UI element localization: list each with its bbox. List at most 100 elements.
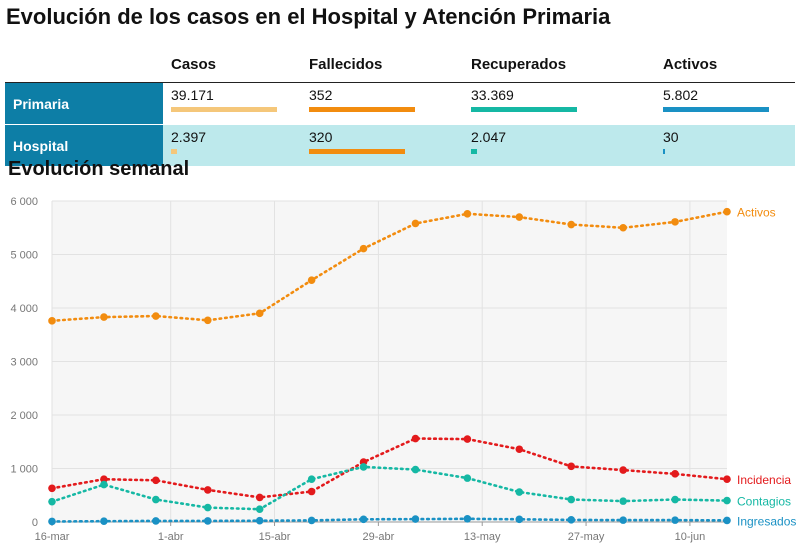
column-header-activos: Activos xyxy=(655,46,795,83)
data-point-ingresados xyxy=(723,516,731,525)
data-point-activos xyxy=(152,312,160,320)
series-line-ingresados xyxy=(50,517,729,523)
value-text: 2.047 xyxy=(471,129,507,145)
data-point-ingresados xyxy=(255,516,264,525)
series-line-incidencia xyxy=(50,437,729,499)
section-title: Evolución semanal xyxy=(8,158,190,180)
data-point-incidencia xyxy=(567,462,576,471)
data-point-incidencia xyxy=(100,475,108,484)
value-text: 33.369 xyxy=(471,87,514,103)
x-tick-label: 13-may xyxy=(464,531,501,543)
y-tick-label: 6 000 xyxy=(10,196,38,208)
summary-header-row: Casos Fallecidos Recuperados Activos xyxy=(5,46,795,83)
data-point-contagios xyxy=(359,463,368,471)
data-point-contagios xyxy=(411,465,420,474)
series-label-activos: Activos xyxy=(737,206,776,220)
data-point-activos xyxy=(463,210,472,218)
cell-hospital-recuperados: 2.047 xyxy=(463,124,655,166)
data-point-contagios xyxy=(463,474,472,482)
data-point-ingresados xyxy=(307,516,316,525)
data-point-ingresados xyxy=(100,517,108,525)
column-header-recuperados: Recuperados xyxy=(463,46,655,83)
row-label-hospital: Hospital xyxy=(5,124,163,166)
value-text: 2.397 xyxy=(171,129,207,145)
series-label-incidencia: Incidencia xyxy=(737,473,791,487)
value-text: 352 xyxy=(309,87,333,103)
table-row-primaria: Primaria 39.171 352 33.369 5.802 xyxy=(5,82,795,125)
summary-corner-cell xyxy=(5,46,163,83)
cell-primaria-activos: 5.802 xyxy=(655,82,795,125)
data-point-activos xyxy=(307,276,316,284)
cell-hospital-casos: 2.397 xyxy=(163,124,301,166)
data-point-incidencia xyxy=(152,476,160,485)
summary-table: Casos Fallecidos Recuperados Activos Pri… xyxy=(5,46,795,166)
data-point-contagios xyxy=(671,495,679,504)
data-point-activos xyxy=(411,219,420,228)
y-tick-label: 1 000 xyxy=(10,464,38,476)
data-point-contagios xyxy=(567,495,576,504)
x-tick-label: 10-jun xyxy=(675,531,706,543)
weekly-evolution-chart: 0 1 000 2 000 3 000 4 000 5 000 6 000 16-mar 1-a… xyxy=(10,196,796,543)
data-point-contagios xyxy=(619,497,627,505)
data-point-activos xyxy=(671,218,679,226)
value-bar xyxy=(471,107,577,112)
value-bar xyxy=(309,107,415,112)
x-tick-label: 29-abr xyxy=(362,531,394,543)
cell-primaria-casos: 39.171 xyxy=(163,82,301,125)
data-point-ingresados xyxy=(671,516,679,524)
data-point-ingresados xyxy=(152,517,160,525)
table-row-hospital: Hospital 2.397 320 2.047 30 xyxy=(5,124,795,166)
data-point-activos xyxy=(100,313,108,321)
data-point-incidencia xyxy=(255,493,264,502)
data-point-activos xyxy=(515,213,524,221)
value-bar xyxy=(309,149,406,154)
data-point-contagios xyxy=(515,488,524,496)
value-text: 30 xyxy=(663,129,679,145)
data-point-incidencia xyxy=(515,445,524,454)
data-point-activos xyxy=(48,317,56,325)
data-point-ingresados xyxy=(203,517,212,525)
x-tick-label: 27-may xyxy=(568,531,605,543)
data-point-ingresados xyxy=(619,516,627,524)
x-tick-label: 1-abr xyxy=(158,531,184,543)
data-point-incidencia xyxy=(463,435,472,443)
y-tick-label: 4 000 xyxy=(10,303,38,315)
series-line-contagios xyxy=(50,465,729,511)
data-point-contagios xyxy=(203,503,212,512)
series-label-ingresados: Ingresados xyxy=(737,514,796,528)
data-point-incidencia xyxy=(307,487,316,496)
value-bar xyxy=(171,107,277,112)
data-point-contagios xyxy=(48,497,56,506)
cell-hospital-fallecidos: 320 xyxy=(301,124,463,166)
data-point-incidencia xyxy=(203,486,212,494)
cell-hospital-activos: 30 xyxy=(655,124,795,166)
data-point-activos xyxy=(359,244,368,253)
value-text: 5.802 xyxy=(663,87,699,103)
value-text: 320 xyxy=(309,129,333,145)
data-point-incidencia xyxy=(48,484,56,493)
cell-primaria-fallecidos: 352 xyxy=(301,82,463,125)
data-point-ingresados xyxy=(359,515,368,524)
cell-primaria-recuperados: 33.369 xyxy=(463,82,655,125)
data-point-activos xyxy=(203,316,212,325)
data-point-activos xyxy=(255,309,264,318)
data-point-contagios xyxy=(152,495,160,504)
data-point-contagios xyxy=(255,505,264,513)
data-point-activos xyxy=(619,223,627,232)
data-point-contagios xyxy=(723,496,731,505)
column-header-fallecidos: Fallecidos xyxy=(301,46,463,83)
x-tick-label: 15-abr xyxy=(259,531,291,543)
y-tick-label: 2 000 xyxy=(10,410,38,422)
data-point-incidencia xyxy=(671,470,679,478)
data-point-incidencia xyxy=(411,434,420,443)
page-title: Evolución de los casos en el Hospital y … xyxy=(6,4,611,29)
data-point-incidencia xyxy=(723,475,731,484)
data-point-activos xyxy=(567,220,576,229)
series-label-contagios: Contagios xyxy=(737,495,791,509)
value-bar xyxy=(471,149,478,154)
row-label-primaria: Primaria xyxy=(5,82,163,125)
value-bar xyxy=(663,107,769,112)
data-point-contagios xyxy=(307,475,316,484)
x-tick-label: 16-mar xyxy=(35,531,70,543)
value-bar xyxy=(663,149,665,154)
